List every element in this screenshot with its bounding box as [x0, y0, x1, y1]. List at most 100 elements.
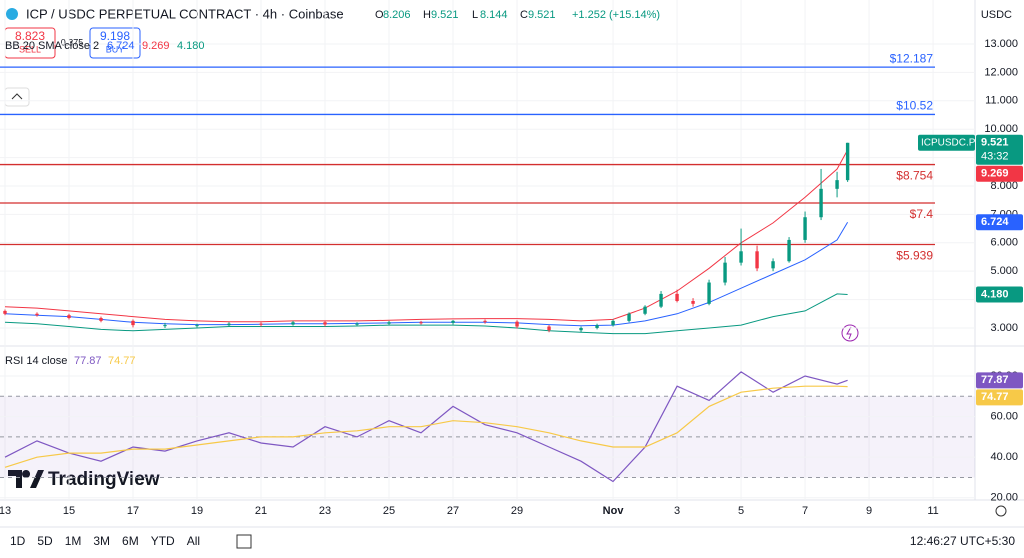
candle-body — [755, 251, 759, 269]
buy-label: BUY — [106, 44, 125, 54]
logo-mark — [8, 470, 44, 488]
countdown: 43:32 — [981, 151, 1009, 163]
candle-body — [419, 322, 423, 324]
band-line — [4, 149, 849, 323]
candle-body — [845, 142, 850, 181]
range-button[interactable]: 1M — [65, 534, 82, 548]
settings-icon[interactable] — [995, 505, 1007, 517]
x-tick-label: 15 — [63, 505, 75, 517]
candle-body — [627, 313, 631, 321]
y-tick-label: 5.000 — [990, 265, 1018, 277]
price-tag: 9.521 — [981, 137, 1009, 149]
rsi-tag-bg — [976, 372, 1023, 389]
range-button[interactable]: All — [187, 534, 200, 548]
y-tick-label: 11.000 — [985, 95, 1018, 107]
candle-body — [483, 320, 487, 322]
range-button[interactable]: YTD — [151, 534, 175, 548]
indicator-value: 4.180 — [177, 40, 205, 52]
y-tick-label: 8.000 — [990, 180, 1018, 192]
band-tag: 9.269 — [981, 168, 1009, 180]
candle-body — [195, 325, 199, 327]
ohlc-value: 9.521 — [431, 9, 459, 21]
candle-body — [643, 306, 647, 314]
buy-price: 9.198 — [100, 29, 130, 43]
indicator-name: BB 20 SMA close 2 — [5, 40, 99, 52]
range-button[interactable]: 1D — [10, 534, 26, 548]
candle-body — [355, 323, 359, 325]
x-tick-label: 13 — [0, 505, 11, 517]
candle-body — [547, 326, 551, 331]
price-tag-bg — [976, 134, 1023, 165]
x-tick-label: Nov — [603, 505, 625, 517]
x-tick-label: 3 — [674, 505, 680, 517]
y-tick-label: 12.000 — [984, 66, 1018, 78]
x-tick-label: 27 — [447, 505, 459, 517]
ohlc-letter: H — [423, 9, 431, 21]
rsi-value: 77.87 — [74, 355, 102, 367]
candle-body — [723, 262, 727, 283]
level-label: $8.754 — [896, 169, 933, 183]
candle-body — [691, 300, 695, 304]
ohlc-value: 9.521 — [528, 9, 556, 21]
rsi-tag: 77.87 — [981, 374, 1009, 386]
x-tick-label: 11 — [927, 505, 938, 517]
band-tag: 6.724 — [981, 216, 1009, 228]
collapse-button[interactable] — [4, 87, 30, 107]
candle-body — [675, 293, 679, 301]
currency-select[interactable]: USDC — [981, 9, 1012, 21]
candle-body — [67, 315, 71, 319]
level-label: $12.187 — [890, 51, 934, 65]
logo-text: TradingView — [48, 469, 160, 490]
date-range-icon[interactable] — [236, 534, 252, 549]
y-tick-label: 13.000 — [984, 38, 1018, 50]
band-tag-bg — [976, 286, 1023, 303]
y-tick-label: 40.00 — [990, 451, 1018, 463]
candle-body — [835, 180, 839, 189]
rsi-line — [4, 385, 848, 468]
candle-body — [803, 217, 807, 240]
range-button[interactable]: 6M — [122, 534, 139, 548]
x-tick-label: 23 — [319, 505, 331, 517]
range-button[interactable]: 3M — [93, 534, 110, 548]
level-label: $5.939 — [896, 249, 933, 263]
range-button[interactable]: 5D — [37, 534, 53, 548]
alert-icon[interactable] — [841, 324, 859, 342]
ohlc-letter: O — [375, 9, 384, 21]
rsi-tag: 74.77 — [981, 391, 1009, 403]
band-tag: 4.180 — [981, 288, 1009, 300]
candle-body — [163, 325, 167, 327]
rsi-title: RSI 14 close — [5, 355, 67, 367]
rsi-value: 74.77 — [108, 355, 136, 367]
indicator-value: 9.269 — [142, 40, 170, 52]
y-tick-label: 60.00 — [990, 410, 1018, 422]
x-tick-label: 29 — [511, 505, 523, 517]
candle-body — [3, 310, 7, 314]
ohlc-value: 8.144 — [480, 9, 508, 21]
x-tick-label: 25 — [383, 505, 395, 517]
candle-body — [291, 322, 295, 325]
candle-body — [99, 318, 103, 321]
candle-body — [595, 325, 599, 328]
candle-body — [771, 261, 775, 269]
sell-label: SELL — [19, 44, 41, 54]
x-tick-label: 17 — [127, 505, 139, 517]
y-tick-label: 20.00 — [990, 492, 1018, 504]
spread: 0.375 — [61, 37, 84, 47]
candle-body — [659, 293, 663, 307]
band-line — [4, 293, 848, 335]
rsi-tag-bg — [976, 389, 1023, 406]
collapse-icon — [11, 93, 23, 100]
candle-body — [35, 313, 39, 316]
candle-body — [259, 323, 263, 325]
candle-body — [611, 320, 615, 326]
change: +1.252 (+15.14%) — [572, 9, 660, 21]
ohlc-letter: L — [472, 9, 478, 21]
buy-button[interactable] — [89, 27, 141, 59]
ohlc-value: 8.206 — [383, 9, 411, 21]
symbol-tag-bg — [918, 134, 975, 151]
ohlc-letter: C — [520, 9, 528, 21]
band-line — [4, 221, 849, 327]
candle-body — [227, 323, 231, 326]
